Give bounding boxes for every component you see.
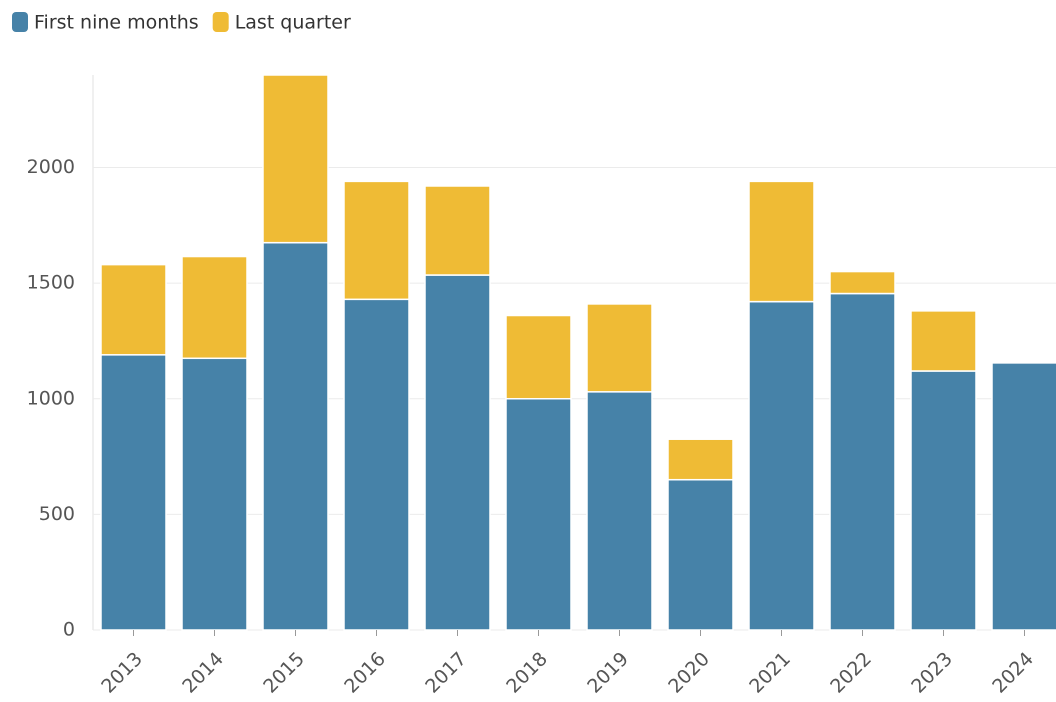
bar-segment [586, 391, 653, 631]
bar-segment [343, 180, 410, 301]
legend-label: First nine months [34, 12, 199, 34]
legend-swatch [212, 12, 229, 32]
x-tick-label: 2018 [502, 648, 552, 698]
bar-segment [829, 292, 896, 631]
x-tick-label: 2019 [583, 648, 633, 698]
bar-segment [991, 362, 1056, 631]
bar-segment [100, 263, 167, 356]
x-tick-label: 2023 [907, 648, 957, 698]
x-tick-label: 2014 [178, 648, 228, 698]
bar-segment [505, 398, 572, 631]
bar-segment [100, 354, 167, 631]
bar-segment [748, 180, 815, 303]
legend: First nine months Last quarter [12, 12, 351, 34]
x-tick-label: 2022 [826, 648, 876, 698]
x-tick-label: 2013 [97, 648, 147, 698]
bar-segment [505, 314, 572, 400]
bar-segment [910, 370, 977, 631]
y-tick-label: 1000 [27, 387, 75, 409]
bar-segment [667, 438, 734, 481]
bar-segment [748, 300, 815, 631]
x-tick-label: 2021 [745, 648, 795, 698]
x-tick-label: 2024 [988, 648, 1038, 698]
bar-segment [181, 255, 248, 360]
bar-segment [181, 357, 248, 631]
bar-segment [910, 310, 977, 372]
bar-segment [424, 274, 491, 631]
x-tick-label: 2016 [340, 648, 390, 698]
bar-segment [667, 478, 734, 631]
y-tick-label: 1500 [27, 272, 75, 294]
x-tick-label: 2015 [259, 648, 309, 698]
x-tick-label: 2017 [421, 648, 471, 698]
y-tick-label: 0 [63, 619, 75, 641]
x-tick-label: 2020 [664, 648, 714, 698]
bar-segment [262, 241, 329, 631]
legend-swatch [12, 12, 28, 32]
legend-label: Last quarter [235, 12, 351, 34]
y-tick-label: 500 [39, 503, 75, 525]
bar-segment [424, 185, 491, 276]
bar-segment [262, 74, 329, 244]
bar-segment [586, 303, 653, 393]
bar-segment [343, 298, 410, 631]
bar-segment [829, 270, 896, 295]
y-tick-label: 2000 [27, 156, 75, 178]
